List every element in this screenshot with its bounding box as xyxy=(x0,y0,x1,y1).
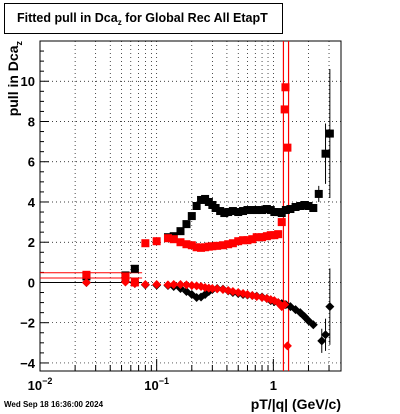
series-red-marker-point xyxy=(140,279,150,289)
series-red-square-point xyxy=(141,239,150,248)
series-red-marker-point xyxy=(212,284,222,294)
series-red-square-point xyxy=(243,236,252,245)
series-red-square-point xyxy=(228,239,237,248)
series-red-square-point xyxy=(121,272,130,281)
chart-title-box: Fitted pull in Dcaz for Global Rec All E… xyxy=(4,3,283,34)
x-axis-title: pT/|q| (GeV/c) xyxy=(251,396,341,412)
x-tick-label: 1 xyxy=(270,378,277,393)
series-black-marker-point xyxy=(308,320,318,330)
series-black-square-point xyxy=(325,129,334,138)
series-red-square-point xyxy=(277,218,286,227)
timestamp-label: Wed Sep 18 16:36:00 2024 xyxy=(4,400,104,409)
series-red-square-point xyxy=(197,243,206,252)
y-tick-label: 4 xyxy=(28,195,36,210)
y-tick-label: 6 xyxy=(28,155,35,170)
series-red-marker-point xyxy=(163,280,173,290)
series-red-marker-point xyxy=(282,341,292,351)
series-black-square-point xyxy=(277,209,286,218)
series-black-square-point xyxy=(228,207,237,216)
series-red-square-point xyxy=(280,105,289,114)
series-red-square-point xyxy=(192,243,201,252)
series-black-square-point xyxy=(130,264,139,273)
series-red-square-point xyxy=(213,241,222,250)
series-red-marker-point xyxy=(280,300,290,310)
series-black-square-point xyxy=(192,202,201,210)
plot-frame xyxy=(39,40,342,372)
series-red-square-point xyxy=(234,237,243,246)
y-tick-label: −2 xyxy=(20,316,35,331)
series-black-square-point xyxy=(281,206,290,215)
series-black-square-point xyxy=(182,220,191,229)
series-black-square-point xyxy=(309,204,318,213)
series-black-square-point xyxy=(211,204,220,213)
series-black-marker-point xyxy=(321,330,331,340)
series-black-square-point xyxy=(224,208,233,217)
series-red-square-point xyxy=(176,238,185,247)
series-black-square-point xyxy=(296,202,305,210)
y-tick-label: −4 xyxy=(20,356,36,371)
series-black-square-point xyxy=(234,208,243,217)
series-red-marker-point xyxy=(130,278,140,288)
y-tick-label: 2 xyxy=(28,235,35,250)
series-red-marker-point xyxy=(247,291,257,301)
series-red-square-point xyxy=(218,241,227,250)
series-red-marker-point xyxy=(175,279,185,289)
series-black-square-point xyxy=(321,149,330,158)
series-black-square-point xyxy=(252,206,261,215)
x-tick-label: 10−2 xyxy=(28,376,53,393)
x-tick-label: 10−1 xyxy=(144,376,169,393)
y-tick-label: 10 xyxy=(21,74,35,89)
series-black-square-point xyxy=(216,207,225,216)
y-tick-label: 0 xyxy=(28,275,35,290)
series-black-square-point xyxy=(291,203,300,212)
series-black-square-point xyxy=(314,189,323,198)
series-black-square-point xyxy=(243,206,252,215)
series-red-square-point xyxy=(283,143,292,152)
series-red-square-point xyxy=(163,234,172,243)
series-red-square-point xyxy=(82,270,91,279)
series-red-square-point xyxy=(252,233,261,242)
series-red-square-point xyxy=(208,242,217,251)
series-black-square-point xyxy=(286,205,295,214)
chart-title: Fitted pull in Dcaz for Global Rec All E… xyxy=(17,11,268,27)
series-black-square-point xyxy=(197,195,206,204)
series-black-square-point xyxy=(239,207,248,216)
series-black-square-point xyxy=(248,206,257,215)
y-tick-label: 8 xyxy=(28,114,35,129)
series-red-square-point xyxy=(239,236,248,245)
series-red-square-point xyxy=(187,241,196,250)
series-red-square-point xyxy=(281,83,290,92)
series-black-square-point xyxy=(258,206,267,215)
y-axis-title: pull in Dcaz xyxy=(5,41,24,117)
series-red-marker-point xyxy=(169,279,179,289)
series-red-square-point xyxy=(274,230,283,239)
series-red-marker-point xyxy=(120,277,130,287)
series-black-marker-point xyxy=(325,302,335,312)
series-red-marker-point xyxy=(181,280,191,290)
series-black-square-point xyxy=(176,227,185,236)
series-black-square-point xyxy=(304,202,313,210)
series-red-square-point xyxy=(258,233,267,242)
series-red-square-point xyxy=(182,240,191,249)
series-red-square-point xyxy=(248,235,257,244)
series-red-square-point xyxy=(152,237,161,246)
series-red-square-point xyxy=(169,235,178,244)
series-black-square-point xyxy=(187,212,196,221)
series-red-square-point xyxy=(224,240,233,249)
series-black-marker-point xyxy=(317,336,327,346)
series-red-marker-point xyxy=(81,277,91,287)
series-red-marker-point xyxy=(152,279,162,289)
